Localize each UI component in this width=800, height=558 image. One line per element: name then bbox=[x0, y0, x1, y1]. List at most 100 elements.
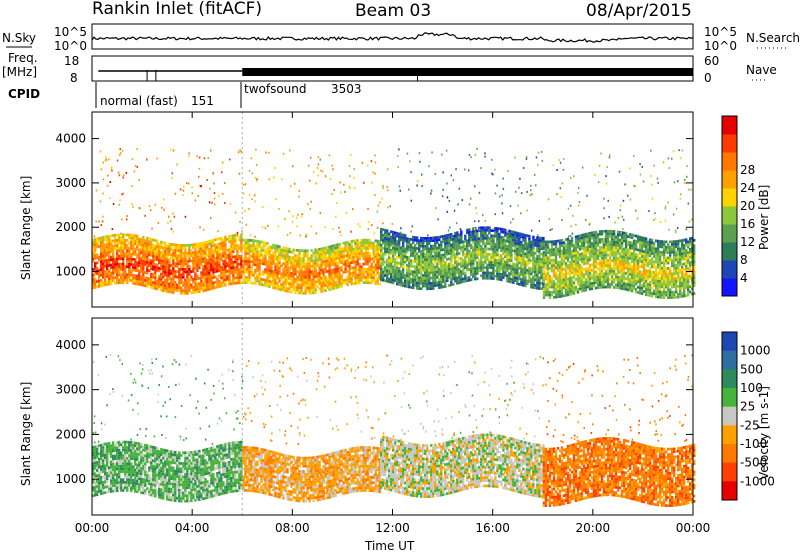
heat-cell bbox=[386, 229, 388, 232]
heat-cell bbox=[597, 257, 599, 260]
heat-cell bbox=[673, 248, 675, 251]
heat-cell bbox=[450, 260, 452, 263]
heat-cell bbox=[248, 276, 250, 279]
heat-cell bbox=[232, 250, 234, 253]
heat-cell bbox=[555, 272, 557, 275]
heat-cell bbox=[536, 274, 538, 277]
heat-cell bbox=[244, 255, 246, 258]
heat-cell bbox=[603, 259, 605, 262]
heat-cell bbox=[124, 268, 126, 271]
heat-cell bbox=[182, 265, 184, 268]
heat-cell bbox=[122, 241, 124, 244]
heat-cell bbox=[122, 265, 124, 268]
heat-cell bbox=[496, 251, 498, 254]
heat-cell bbox=[236, 252, 238, 255]
heat-cell bbox=[172, 291, 174, 294]
heat-cell bbox=[138, 272, 140, 275]
heat-cell bbox=[126, 239, 128, 242]
heat-cell bbox=[488, 232, 490, 235]
heat-cell bbox=[651, 287, 653, 290]
heat-cell bbox=[356, 239, 358, 242]
heat-cell bbox=[278, 245, 280, 248]
heat-cell bbox=[310, 249, 312, 252]
heat-cell bbox=[663, 267, 665, 270]
freq-unit: [MHz] bbox=[2, 65, 37, 79]
heat-cell bbox=[617, 273, 619, 276]
heat-cell bbox=[122, 271, 124, 274]
heat-cell bbox=[188, 273, 190, 276]
heat-cell bbox=[360, 239, 362, 242]
heat-cell bbox=[298, 255, 300, 258]
heat-cell bbox=[422, 256, 424, 259]
heat-cell bbox=[538, 284, 540, 287]
heat-cell bbox=[553, 269, 555, 272]
heat-cell bbox=[180, 249, 182, 252]
heat-cell bbox=[354, 271, 356, 274]
heat-cell bbox=[464, 272, 466, 275]
heat-cell bbox=[234, 242, 236, 245]
heat-cell bbox=[532, 246, 534, 249]
heat-cell bbox=[422, 237, 424, 240]
heat-cell bbox=[250, 266, 252, 269]
heat-cell bbox=[595, 271, 597, 274]
heat-cell bbox=[248, 252, 250, 255]
heat-cell bbox=[294, 273, 296, 276]
heat-cell bbox=[182, 273, 184, 276]
heat-cell bbox=[460, 230, 462, 233]
heat-cell bbox=[248, 279, 250, 282]
heat-cell bbox=[524, 239, 526, 242]
heat-cell bbox=[422, 258, 424, 261]
heat-cell bbox=[532, 254, 534, 257]
heat-cell bbox=[422, 277, 424, 280]
heat-cell bbox=[547, 264, 549, 267]
heat-cell bbox=[108, 238, 110, 241]
heat-cell bbox=[422, 261, 424, 264]
heat-cell bbox=[134, 258, 136, 261]
heat-cell bbox=[377, 269, 379, 272]
heat-cell bbox=[258, 270, 260, 273]
heat-cell bbox=[254, 272, 256, 275]
heat-cell bbox=[549, 275, 551, 278]
heat-cell bbox=[190, 249, 192, 252]
heat-cell bbox=[128, 276, 130, 279]
heat-cell bbox=[128, 250, 130, 253]
heat-cell bbox=[510, 259, 512, 262]
heat-cell bbox=[663, 256, 665, 259]
heat-cell bbox=[360, 273, 362, 276]
heat-cell bbox=[308, 268, 310, 271]
heat-cell bbox=[484, 245, 486, 248]
heat-cell bbox=[603, 257, 605, 260]
heat-cell bbox=[597, 236, 599, 239]
heat-cell bbox=[180, 247, 182, 250]
heat-cell bbox=[350, 277, 352, 280]
heat-cell bbox=[482, 256, 484, 259]
heat-cell bbox=[122, 233, 124, 236]
heat-cell bbox=[354, 266, 356, 269]
heat-cell bbox=[617, 249, 619, 252]
heat-cell bbox=[659, 288, 661, 291]
heat-cell bbox=[360, 255, 362, 258]
heat-cell bbox=[577, 291, 579, 294]
heat-cell bbox=[472, 262, 474, 265]
heat-cell bbox=[603, 243, 605, 246]
heat-cell bbox=[621, 242, 623, 245]
heat-cell bbox=[621, 245, 623, 248]
heat-cell bbox=[358, 282, 360, 285]
heat-cell bbox=[681, 242, 683, 245]
heat-cell bbox=[673, 275, 675, 278]
heat-cell bbox=[510, 254, 512, 257]
heat-cell bbox=[482, 240, 484, 243]
heat-cell bbox=[373, 271, 375, 274]
heat-cell bbox=[609, 265, 611, 268]
heat-cell bbox=[663, 254, 665, 257]
heat-cell bbox=[367, 279, 369, 282]
heat-cell bbox=[198, 266, 200, 269]
heat-cell bbox=[172, 259, 174, 262]
heat-cell bbox=[476, 235, 478, 238]
heat-cell bbox=[613, 270, 615, 273]
heat-cell bbox=[402, 271, 404, 274]
beam-title: Beam 03 bbox=[355, 1, 431, 21]
heat-cell bbox=[360, 244, 362, 247]
heat-cell bbox=[363, 273, 365, 276]
heat-cell bbox=[228, 278, 230, 281]
